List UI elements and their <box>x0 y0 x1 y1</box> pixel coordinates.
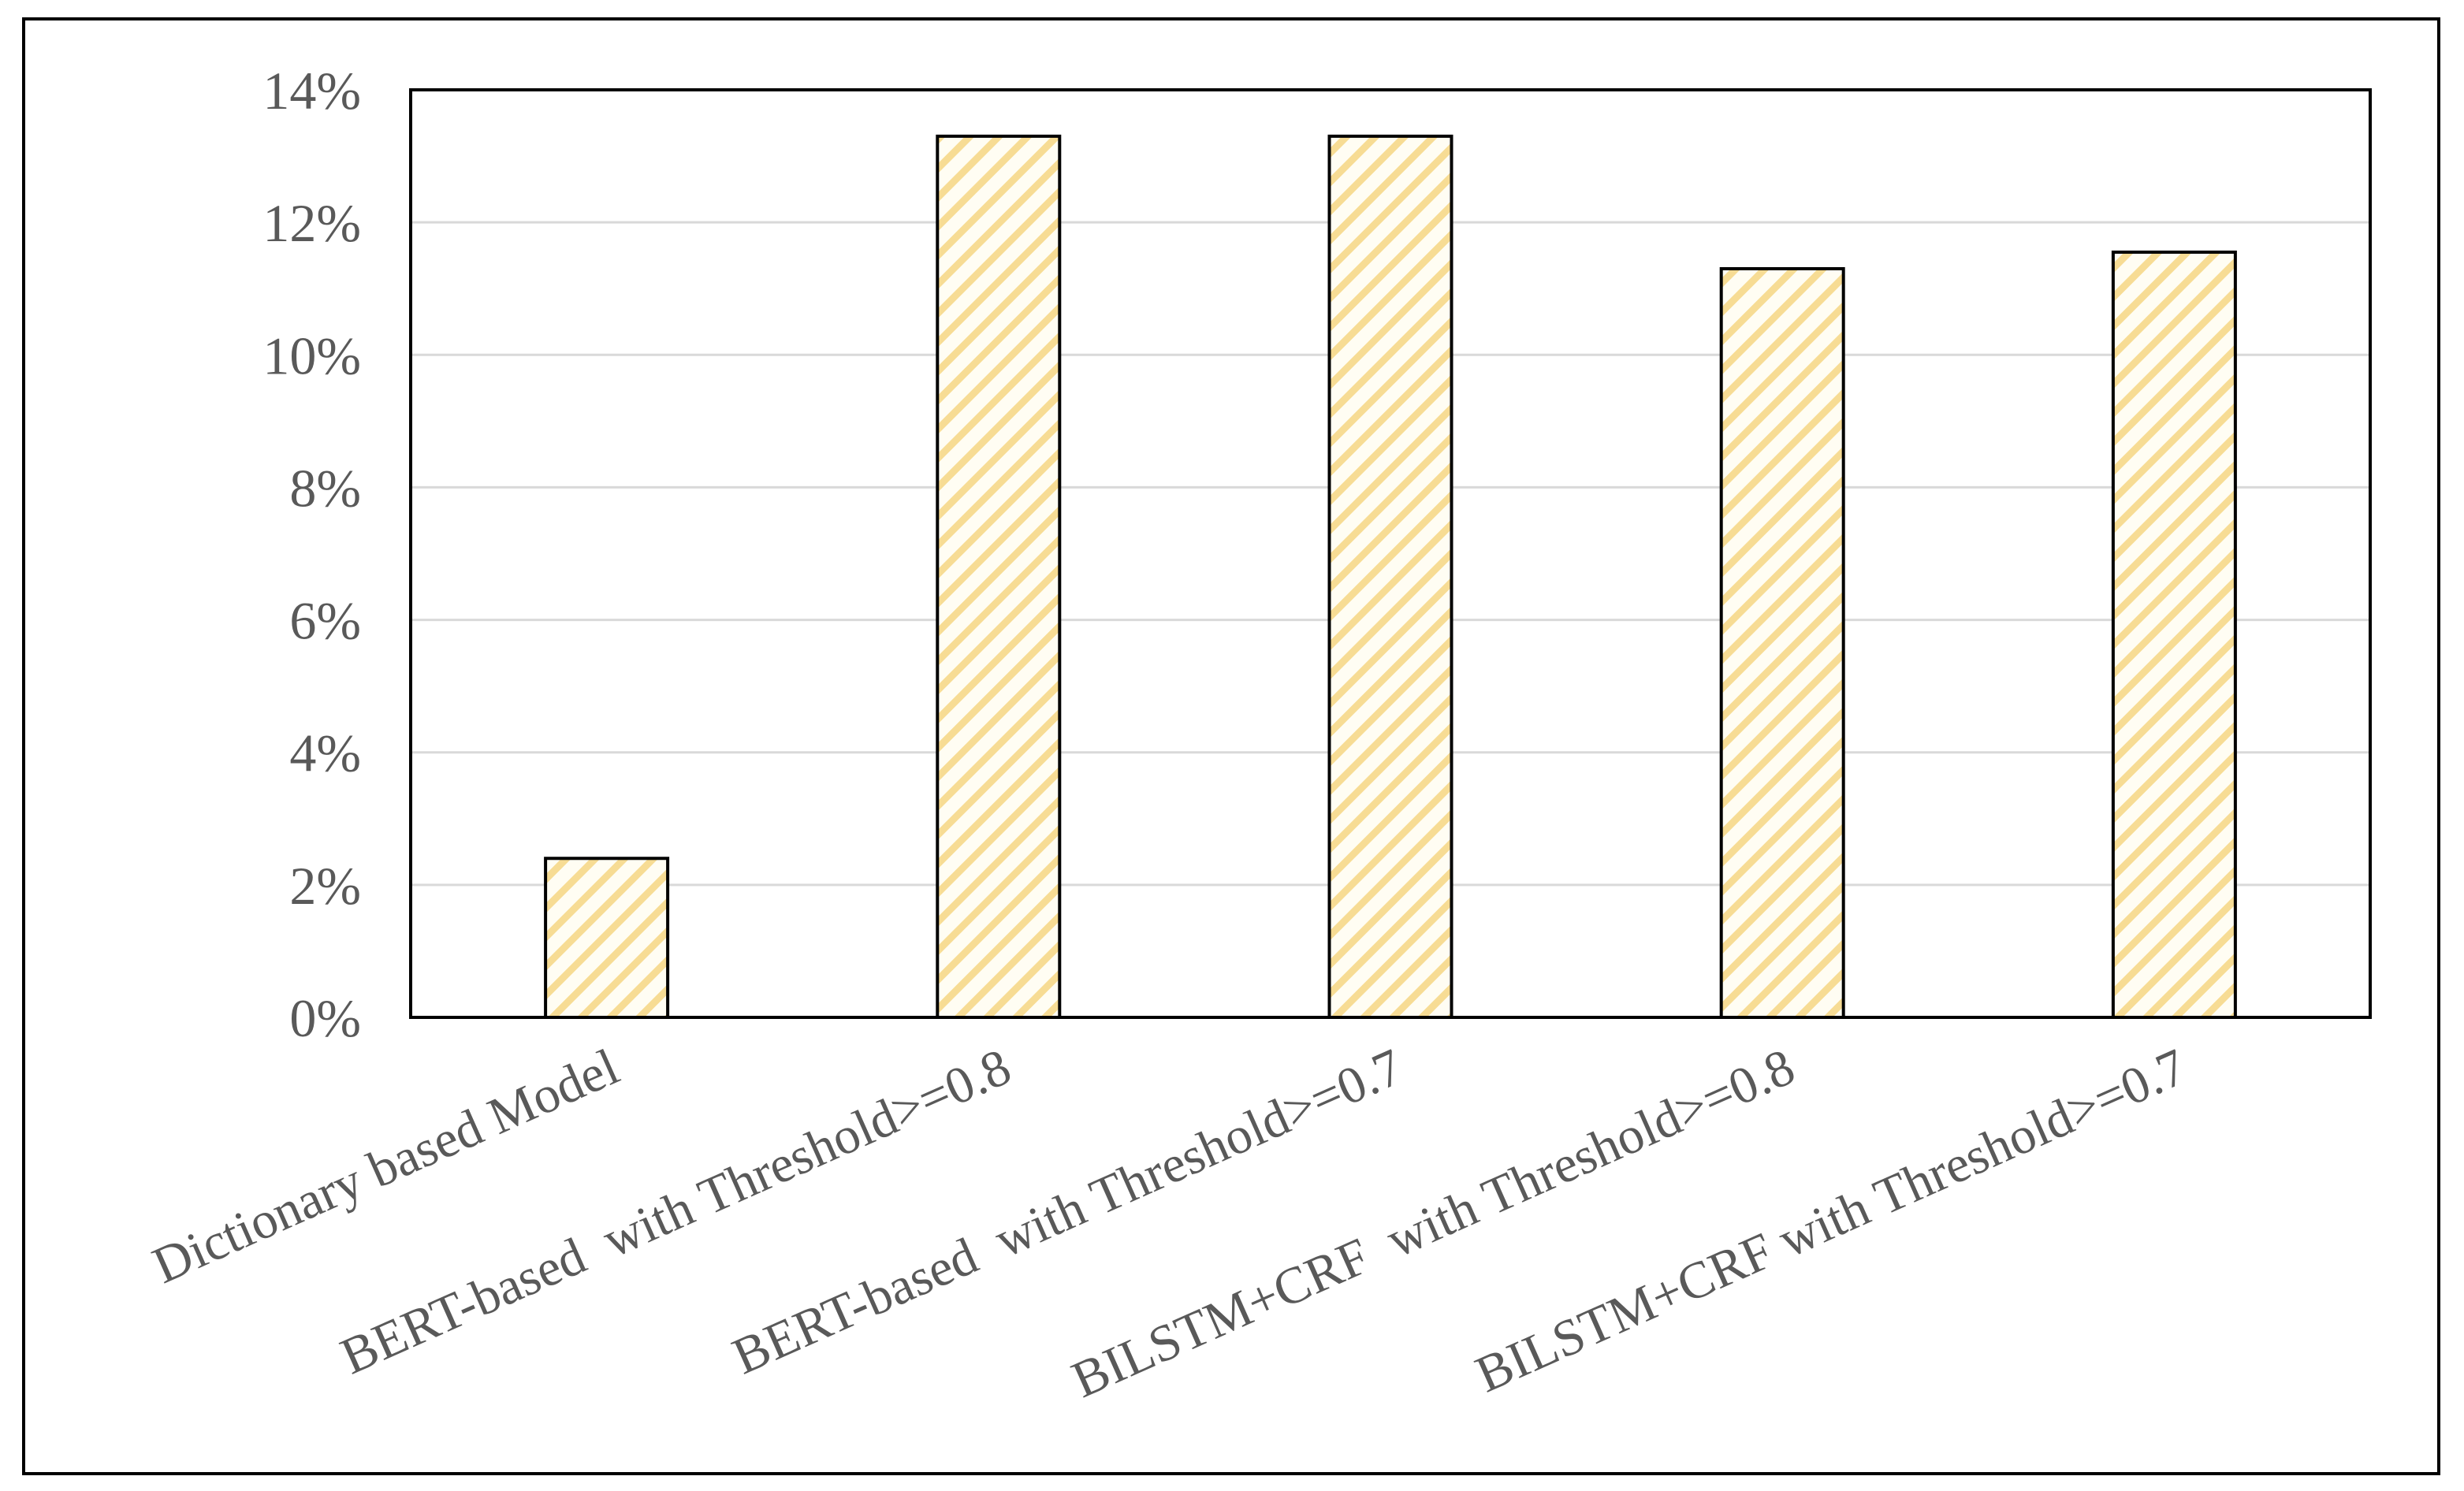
bar <box>1327 134 1453 1020</box>
bar <box>544 857 670 1019</box>
y-tick-label: 6% <box>289 591 361 651</box>
bar <box>2111 250 2237 1020</box>
y-tick-label: 4% <box>289 723 361 783</box>
y-tick-label: 12% <box>262 193 361 253</box>
y-tick-label: 10% <box>262 325 361 385</box>
y-tick-label: 0% <box>289 988 361 1048</box>
bar <box>1719 266 1845 1019</box>
bars <box>544 134 2237 1020</box>
y-tick-label: 2% <box>289 856 361 916</box>
y-axis-tick-labels: 0% 2% 4% 6% 8% 10% 12% 14% <box>262 61 361 1048</box>
y-tick-label: 8% <box>289 458 361 518</box>
plot-area-frame <box>409 88 2372 1019</box>
bar <box>936 134 1062 1020</box>
y-tick-label: 14% <box>262 61 361 121</box>
figure-frame <box>22 17 2440 1475</box>
